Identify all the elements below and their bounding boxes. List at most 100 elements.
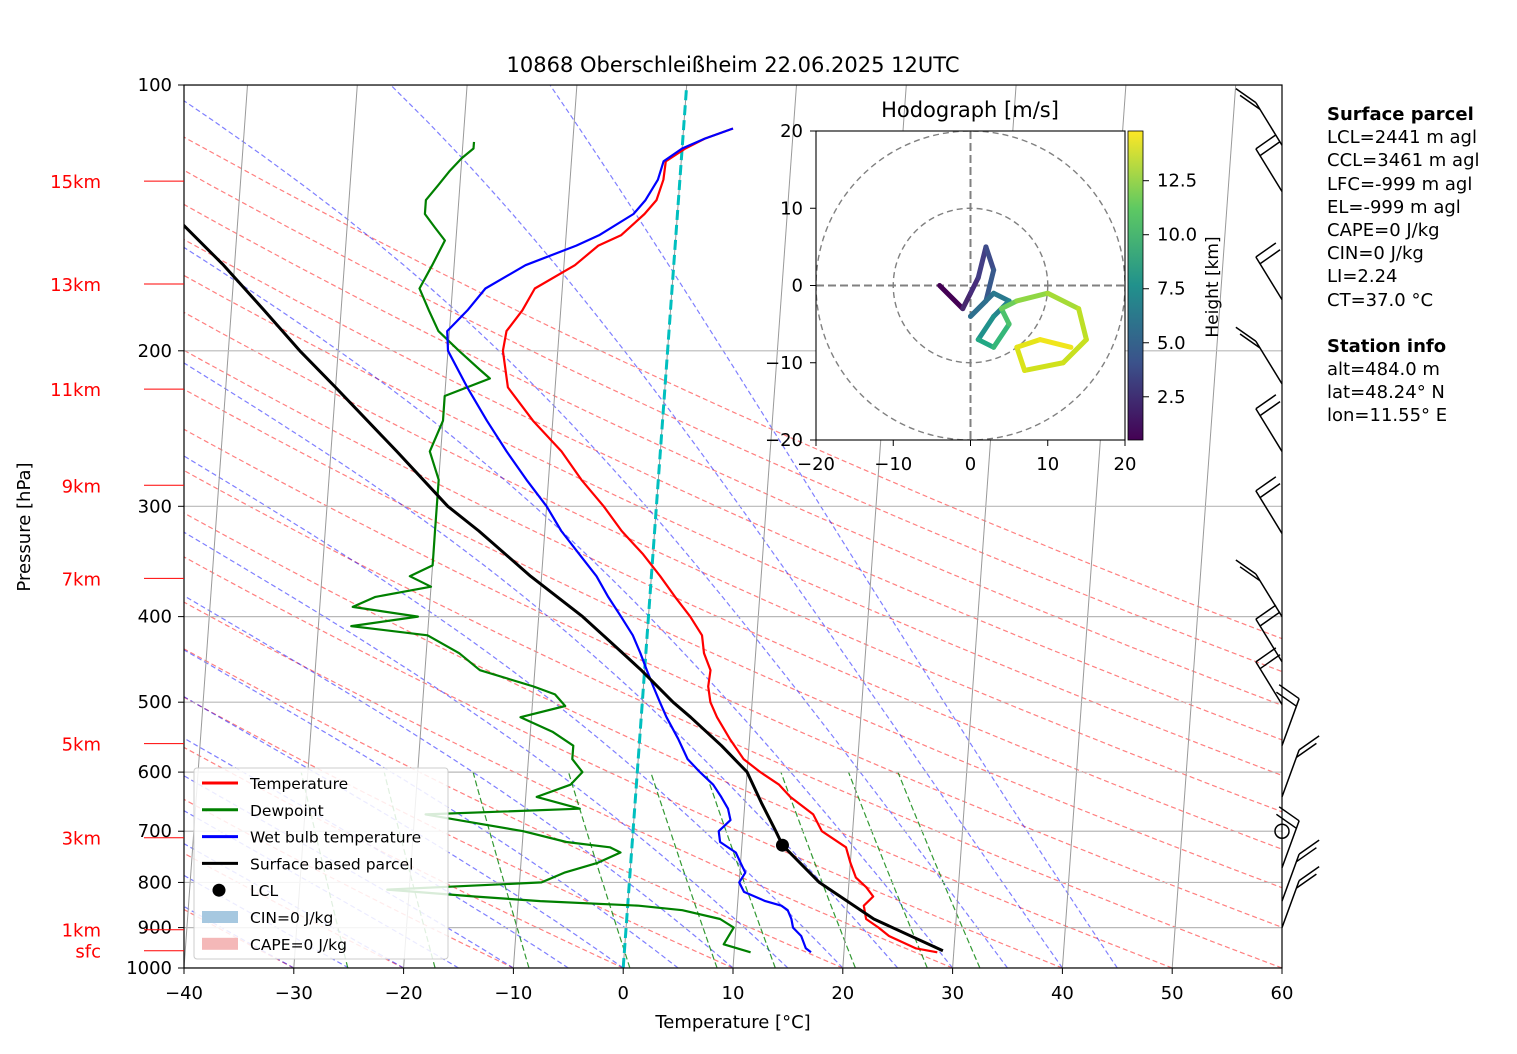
hodograph-segment [937, 283, 966, 312]
hodograph-ticks: −20 −20 −10 −10 0 0 10 10 20 20 [765, 121, 1136, 475]
hodograph-segment [1076, 306, 1089, 343]
mixing-ratio-line [897, 771, 981, 968]
hodograph-segment [1060, 337, 1089, 366]
wind-barb-flag [1295, 742, 1317, 759]
lfc-value: LFC=-999 m agl [1327, 173, 1473, 195]
el-value: EL=-999 m agl [1327, 196, 1461, 218]
series-line [446, 127, 812, 954]
series-line [501, 127, 938, 954]
wind-barb-flag [1255, 394, 1277, 410]
hodograph-segment [968, 290, 997, 319]
wind-barb-flag [1259, 249, 1281, 265]
dry-adiabat [184, 648, 844, 968]
hodograph-title: Hodograph [m/s] [881, 98, 1059, 122]
hodograph-y-tick-label: 10 [780, 198, 803, 219]
wind-barb-flag [1278, 684, 1300, 700]
colorbar-tick-label: 7.5 [1157, 279, 1186, 300]
wind-barb [1255, 148, 1283, 192]
x-tick-label: 30 [941, 983, 964, 1004]
y-tick-label: 700 [138, 821, 172, 842]
height-marker-label: sfc [75, 942, 101, 963]
height-marker-label: 9km [62, 476, 101, 497]
legend-label: LCL [250, 882, 278, 900]
dry-adiabat [184, 136, 1282, 640]
wind-barb [1255, 256, 1283, 300]
ct-value: CT=37.0 °C [1327, 289, 1434, 311]
hodograph-segment [1014, 290, 1051, 304]
x-tick-label: −40 [165, 983, 203, 1004]
hodograph-segment [1014, 344, 1028, 373]
colorbar-label: Height [km] [1203, 236, 1223, 337]
moist-adiabat [184, 649, 679, 968]
height-marker-label: 13km [50, 275, 101, 296]
height-marker-label: 11km [50, 380, 101, 401]
height-marker-label: 3km [62, 829, 101, 850]
legend: Temperature Dewpoint Wet bulb temperature S… [193, 767, 449, 960]
wind-barb-flag [1298, 735, 1320, 751]
x-tick-label: 10 [722, 983, 745, 1004]
hodograph-segment [1022, 360, 1066, 373]
wind-barb-flag [1259, 611, 1281, 627]
wind-barb-flag [1235, 87, 1257, 104]
wind-barb [1281, 820, 1300, 869]
colorbar [1127, 130, 1144, 441]
y-tick-label: 1000 [126, 958, 172, 979]
wind-barb-flag [1259, 141, 1281, 157]
hodograph-segment [998, 298, 1020, 312]
wind-barb-flag [1278, 806, 1300, 822]
legend-label: CIN=0 J/kg [250, 909, 333, 927]
legend-label: Surface based parcel [250, 855, 413, 873]
wind-barb-flag [1255, 242, 1277, 258]
chart-title: 10868 Oberschleißheim 22.06.2025 12UTC [507, 53, 960, 77]
height-marker-label: 7km [62, 569, 101, 590]
hodograph-x-tick-label: −10 [874, 454, 912, 475]
hodograph-segment [968, 275, 981, 296]
isotherm [732, 85, 797, 968]
wind-barb [1281, 880, 1300, 928]
wind-barb [1281, 698, 1300, 746]
y-axis-ticks: 100 200 300 400 500 600 700 800 900 1000 [126, 75, 184, 979]
dry-adiabat [184, 746, 624, 968]
wind-barb [1255, 490, 1283, 534]
mixing-ratio-line [650, 771, 718, 968]
hodograph-y-tick-label: −10 [765, 353, 803, 374]
x-axis-label: Temperature [°C] [654, 1012, 810, 1033]
wind-barb-flag [1239, 333, 1261, 349]
moist-adiabat [184, 100, 1008, 968]
dry-adiabat [184, 469, 1282, 968]
y-tick-label: 900 [138, 918, 172, 939]
hodograph-trace [937, 244, 1089, 373]
cin-value: CIN=0 J/kg [1327, 243, 1424, 265]
wind-barb-flag [1255, 134, 1277, 150]
legend-frame [193, 767, 449, 960]
dry-adiabat [184, 428, 1282, 928]
x-axis-ticks: −40 −30 −20 −10 0 10 20 30 40 50 60 [165, 968, 1293, 1004]
li-value: LI=2.24 [1327, 266, 1398, 288]
moist-adiabat [184, 737, 569, 968]
x-tick-label: 50 [1161, 983, 1184, 1004]
background-lines [184, 85, 1282, 968]
ccl-value: CCL=3461 m agl [1327, 150, 1480, 172]
hodograph-x-tick-label: 20 [1114, 454, 1137, 475]
hodograph-segment [975, 313, 997, 343]
colorbar-tick-label: 5.0 [1157, 333, 1186, 354]
y-axis-label: Pressure [hPa] [14, 462, 35, 591]
wind-barb-flag [1235, 326, 1257, 342]
hodograph-x-tick-label: 0 [965, 454, 976, 475]
hodograph-segment [975, 244, 989, 281]
colorbar-tick-label: 10.0 [1157, 225, 1197, 246]
wind-barb-flag [1255, 476, 1277, 492]
hodograph-segment [1037, 337, 1074, 350]
moist-adiabat [184, 695, 624, 968]
wind-barb-flag [1259, 401, 1281, 417]
y-tick-label: 800 [138, 872, 172, 893]
moist-adiabat [390, 85, 1063, 968]
hodograph-segment [1045, 290, 1082, 312]
legend-label: Wet bulb temperature [250, 829, 421, 847]
y-tick-label: 100 [138, 75, 172, 96]
dry-adiabat [184, 556, 1063, 968]
wind-barbs [1235, 87, 1320, 928]
wind-barb [1281, 853, 1300, 902]
